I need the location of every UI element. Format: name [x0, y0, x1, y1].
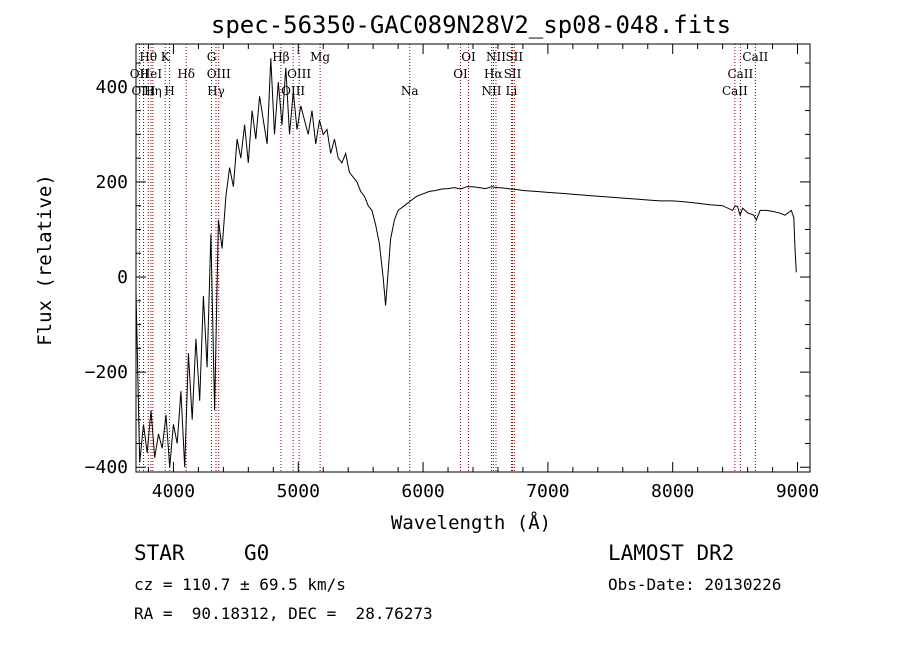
y-tick-label-3: 200 — [95, 172, 128, 193]
object-subclass: G0 — [244, 541, 270, 565]
line-label-r0-0: Hθ — [139, 50, 157, 64]
line-label-r0-8: CaII — [742, 50, 768, 64]
x-axis-ticks: 4000 5000 6000 7000 8000 9000 — [147, 44, 819, 502]
chart-title: spec-56350-GAC089N28V2_sp08-048.fits — [211, 11, 731, 39]
line-label-r2-1: Hη — [144, 84, 162, 98]
line-label-r0-4: Mg — [310, 50, 330, 64]
object-class: STAR — [134, 541, 185, 565]
y-tick-label-1: −200 — [85, 362, 128, 383]
line-label-r0-6: NII — [486, 50, 506, 64]
line-label-r0-2: G — [207, 50, 217, 64]
line-label-r1-1: HeI — [140, 67, 163, 81]
line-label-r1-6: Hα — [484, 67, 503, 81]
line-label-r2-8: CaII — [722, 84, 748, 98]
x-tick-label-4: 8000 — [651, 481, 694, 502]
line-label-r0-3: Hβ — [272, 50, 289, 64]
x-tick-label-2: 6000 — [401, 481, 444, 502]
x-tick-label-1: 5000 — [277, 481, 320, 502]
x-tick-label-5: 9000 — [776, 481, 819, 502]
line-label-r2-5: Na — [401, 84, 419, 98]
y-axis-label: Flux (relative) — [34, 174, 56, 346]
y-tick-label-2: 0 — [117, 267, 128, 288]
line-label-r0-1: K — [161, 50, 171, 64]
line-label-r1-5: OI — [453, 67, 468, 81]
spectrum-series-line — [135, 58, 797, 468]
line-label-r0-5: OI — [461, 50, 476, 64]
line-label-r2-3: Hγ — [207, 84, 225, 98]
survey-name: LAMOST DR2 — [608, 541, 735, 565]
observation-date: Obs-Date: 20130226 — [608, 575, 782, 594]
x-tick-label-3: 7000 — [526, 481, 569, 502]
line-label-r2-7: Li — [506, 84, 518, 98]
line-label-r2-6: NII — [481, 84, 501, 98]
y-axis-ticks: −400 −200 0 200 400 — [85, 62, 810, 478]
line-label-r0-7: SII — [505, 50, 523, 64]
sky-coordinates: RA = 90.18312, DEC = 28.76273 — [134, 604, 433, 623]
y-tick-label-4: 400 — [95, 77, 128, 98]
line-label-r1-0: OII — [130, 67, 150, 81]
x-axis-label: Wavelength (Å) — [391, 511, 551, 534]
line-label-r1-7: SII — [504, 67, 522, 81]
line-label-r1-2: Hδ — [177, 67, 195, 81]
line-label-r1-3: OIII — [207, 67, 231, 81]
line-label-r2-0: OIII — [131, 84, 155, 98]
spectral-line-markers — [138, 44, 756, 472]
line-label-r1-4: OIII — [287, 67, 311, 81]
redshift-velocity: cz = 110.7 ± 69.5 km/s — [134, 575, 346, 594]
line-label-r2-2: H — [164, 84, 174, 98]
y-tick-label-0: −400 — [85, 457, 128, 478]
x-tick-label-0: 4000 — [152, 481, 195, 502]
plot-frame — [135, 43, 811, 473]
line-label-r1-8: CaII — [727, 67, 753, 81]
